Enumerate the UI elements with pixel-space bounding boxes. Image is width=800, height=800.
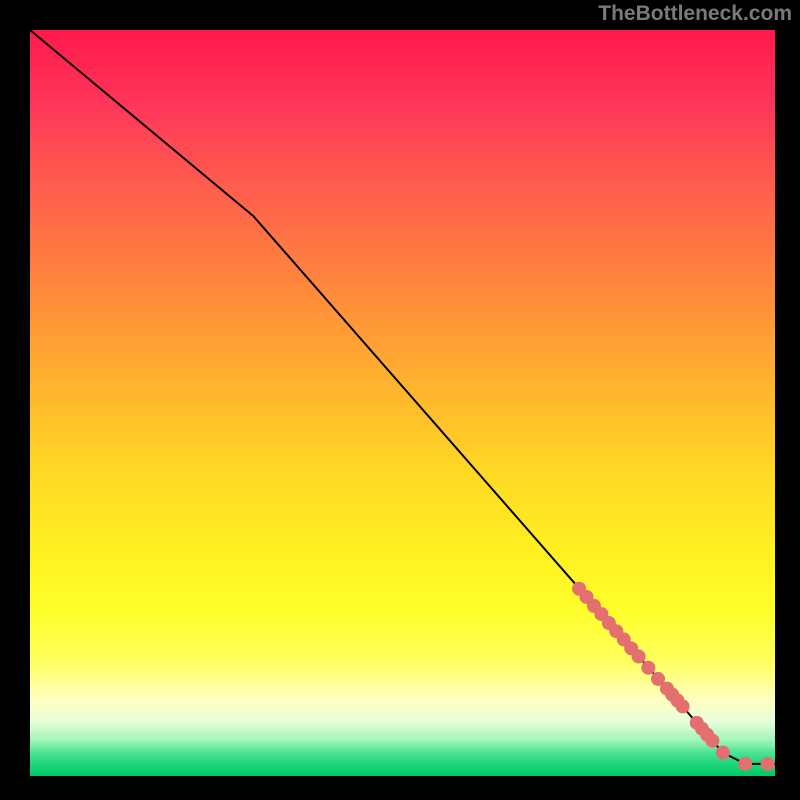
plot-area: [30, 30, 775, 775]
chart-frame: TheBottleneck.com: [0, 0, 800, 800]
data-point: [632, 650, 646, 664]
data-point: [705, 734, 719, 748]
data-point: [761, 757, 775, 771]
data-point: [676, 699, 690, 713]
data-point: [641, 661, 655, 675]
bottleneck-curve: [30, 30, 775, 764]
data-point: [716, 746, 730, 760]
watermark-text: TheBottleneck.com: [598, 2, 792, 26]
data-point: [738, 757, 752, 771]
chart-overlay: [30, 30, 775, 775]
